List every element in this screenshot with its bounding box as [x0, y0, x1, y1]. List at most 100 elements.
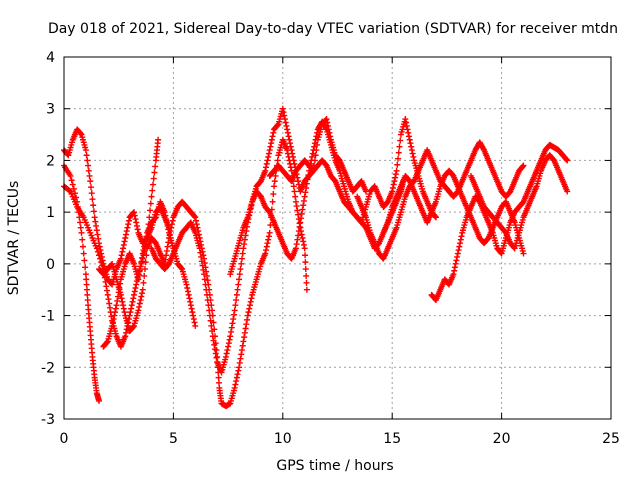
data-point-marker	[168, 221, 175, 228]
data-point-marker	[214, 353, 221, 360]
data-point-marker	[393, 167, 400, 174]
data-point-marker	[394, 161, 401, 168]
data-point-marker	[121, 238, 128, 245]
data-point-marker	[246, 302, 253, 309]
x-axis-title: GPS time / hours	[276, 458, 393, 474]
data-point-marker	[235, 281, 242, 288]
data-point-marker	[452, 260, 459, 267]
data-point-marker	[263, 243, 270, 250]
data-point-marker	[292, 193, 299, 200]
data-point-marker	[94, 248, 101, 255]
data-point-marker	[302, 252, 309, 259]
data-point-marker	[122, 231, 129, 238]
data-point-marker	[241, 241, 248, 248]
data-point-marker	[87, 184, 94, 191]
data-point-marker	[142, 259, 149, 266]
data-point-marker	[187, 302, 194, 309]
data-point-marker	[289, 150, 296, 157]
data-point-marker	[120, 245, 127, 252]
data-point-marker	[295, 232, 302, 239]
axis-ticks: 0 5 10 15 20 25 -3 -2 -1 0 1 2 3 4	[41, 50, 620, 447]
data-point-marker	[83, 152, 90, 159]
data-point-marker	[139, 250, 146, 257]
data-point-marker	[138, 293, 145, 300]
data-point-marker	[480, 145, 487, 152]
data-point-marker	[103, 283, 110, 290]
data-point-marker	[408, 143, 415, 150]
series-satellite-track-4	[100, 198, 199, 350]
data-point-marker	[266, 229, 273, 236]
y-tick-label: 4	[46, 50, 55, 66]
data-point-marker	[323, 116, 330, 123]
data-point-marker	[105, 296, 112, 303]
data-point-marker	[143, 252, 150, 259]
data-point-marker	[211, 346, 218, 353]
data-point-marker	[150, 175, 157, 182]
data-point-marker	[239, 250, 246, 257]
data-point-marker	[265, 236, 272, 243]
data-point-marker	[84, 297, 91, 304]
data-point-marker	[297, 224, 304, 231]
data-point-marker	[282, 119, 289, 126]
data-point-marker	[201, 271, 208, 278]
data-point-marker	[305, 172, 312, 179]
data-point-marker	[410, 153, 417, 160]
data-point-marker	[208, 322, 215, 329]
data-point-marker	[118, 295, 125, 302]
series-satellite-track-12	[467, 152, 571, 252]
data-point-marker	[152, 163, 159, 170]
x-tick-label: 10	[274, 431, 292, 447]
data-point-marker	[84, 157, 91, 164]
data-point-marker	[395, 149, 402, 156]
data-point-marker	[238, 255, 245, 262]
data-point-marker	[263, 160, 270, 167]
data-point-marker	[432, 214, 439, 221]
data-point-marker	[233, 378, 240, 385]
data-point-marker	[112, 305, 119, 312]
data-point-marker	[264, 240, 271, 247]
data-point-marker	[90, 208, 97, 215]
data-point-marker	[230, 311, 237, 318]
data-point-marker	[232, 302, 239, 309]
data-point-marker	[392, 174, 399, 181]
data-point-marker	[233, 374, 240, 381]
data-point-marker	[265, 153, 272, 160]
data-point-marker	[280, 109, 287, 116]
data-point-marker	[284, 129, 291, 136]
data-point-marker	[163, 219, 170, 226]
data-point-marker	[292, 198, 299, 205]
y-tick-label: 0	[46, 257, 55, 273]
data-point-marker	[83, 276, 90, 283]
data-point-marker	[96, 252, 103, 259]
data-point-marker	[302, 259, 309, 266]
data-point-marker	[269, 198, 276, 205]
data-point-marker	[265, 233, 272, 240]
data-point-marker	[114, 297, 121, 304]
data-point-marker	[294, 207, 301, 214]
data-point-marker	[135, 307, 142, 314]
data-point-marker	[293, 241, 300, 248]
data-point-marker	[391, 178, 398, 185]
data-point-marker	[310, 147, 317, 154]
data-point-marker	[308, 153, 315, 160]
data-point-marker	[295, 228, 302, 235]
data-point-marker	[311, 143, 318, 150]
data-point-marker	[300, 238, 307, 245]
data-point-marker	[162, 256, 169, 263]
data-point-marker	[455, 247, 462, 254]
y-tick-label: -1	[41, 309, 55, 325]
data-point-marker	[267, 222, 274, 229]
x-tick-label: 0	[60, 431, 69, 447]
data-point-marker	[407, 140, 414, 147]
data-point-marker	[204, 297, 211, 304]
data-point-marker	[109, 319, 116, 326]
data-point-marker	[264, 157, 271, 164]
data-point-marker	[262, 250, 269, 257]
data-point-marker	[135, 276, 142, 283]
data-point-marker	[113, 302, 120, 309]
data-point-marker	[458, 233, 465, 240]
data-point-marker	[166, 235, 173, 241]
data-point-marker	[209, 333, 216, 340]
data-point-marker	[290, 157, 297, 164]
data-point-marker	[395, 155, 402, 162]
